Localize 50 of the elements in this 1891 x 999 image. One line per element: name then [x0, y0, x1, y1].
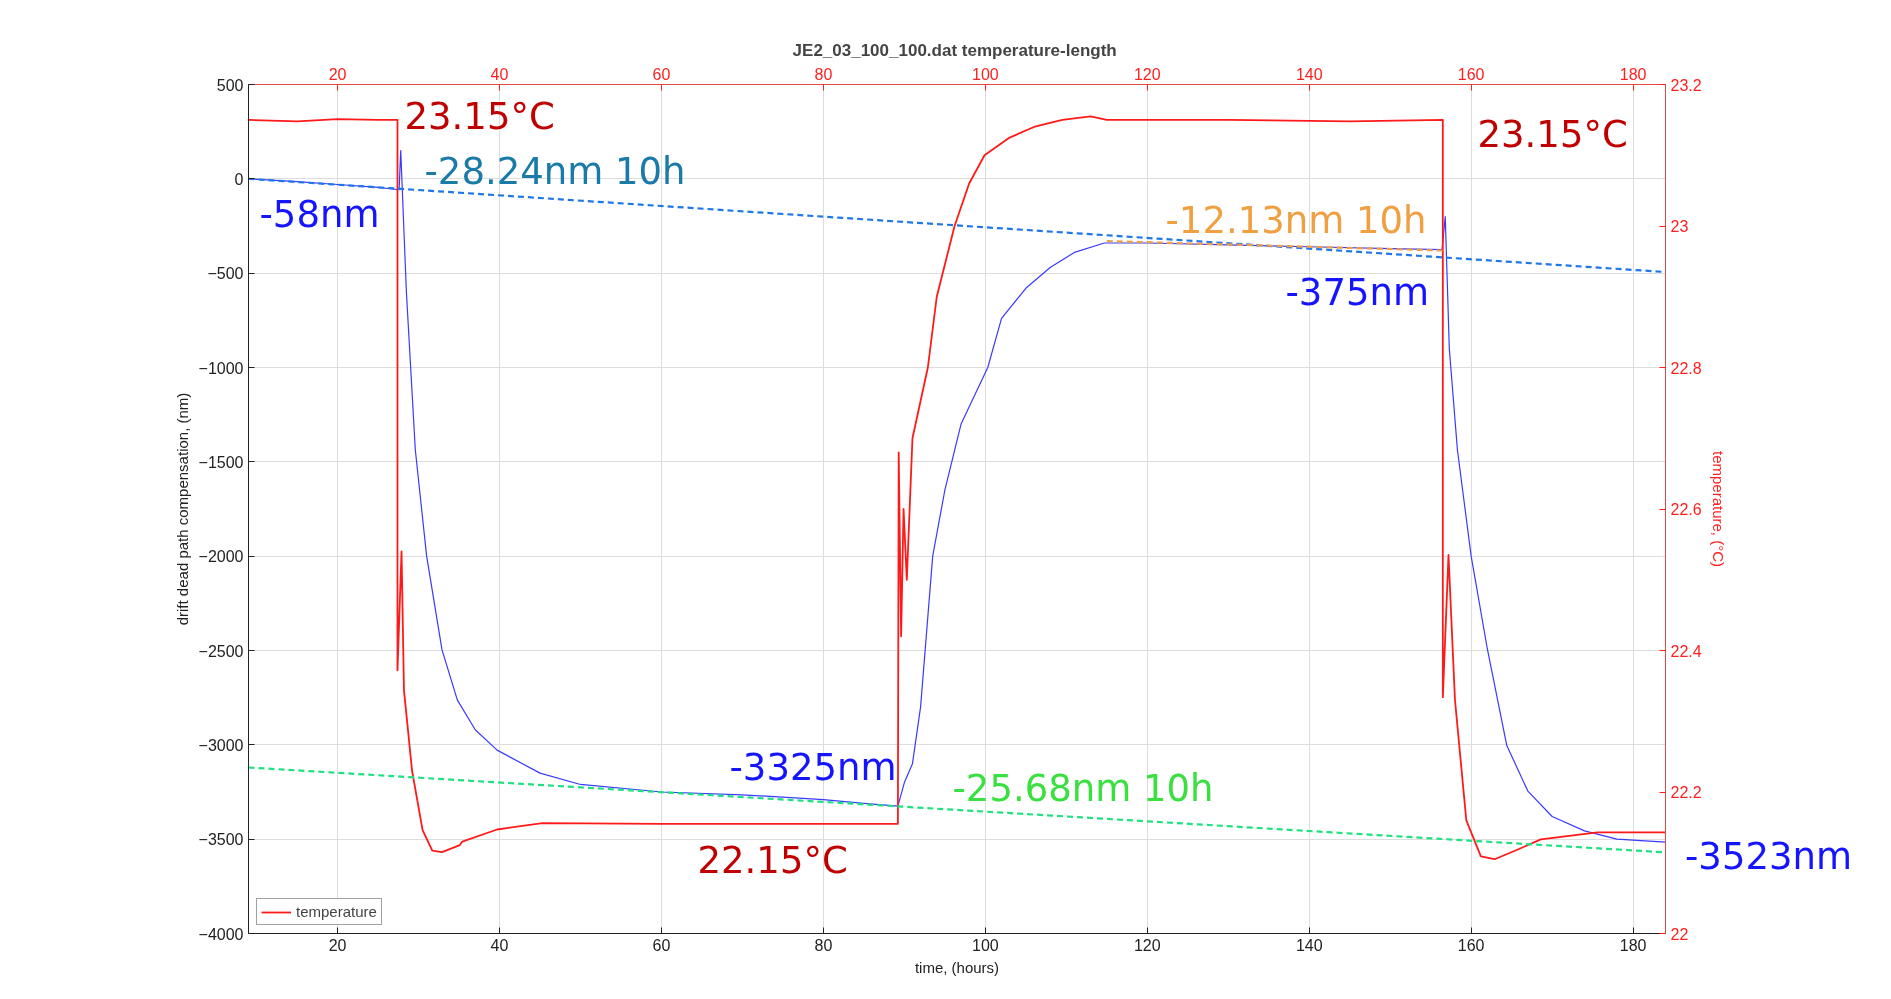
text: -3523nm: [1685, 834, 1853, 880]
x-tick-label: 140: [1295, 65, 1323, 83]
x2-tick-label: 100: [971, 936, 999, 954]
y-tick-label: −2000: [198, 548, 244, 566]
y-tick-label: −3500: [198, 831, 244, 849]
annotation: 23.15°C: [1477, 113, 1628, 156]
y2-tick-label: 23: [1670, 218, 1689, 235]
x2-tick-label: 140: [1295, 936, 1323, 954]
x2-tick-label: 80: [814, 936, 833, 954]
y-tick-label: 500: [216, 76, 244, 94]
x2-tick-label: 40: [490, 936, 509, 954]
annotation: 23.15°C: [404, 95, 555, 138]
x-tick-label: 120: [1133, 65, 1161, 83]
y2-tick-label: 23.2: [1670, 76, 1702, 94]
y-tick-label: 0: [234, 170, 244, 188]
x-tick-label: 180: [1619, 65, 1647, 83]
y-tick-label: −1000: [198, 359, 244, 377]
annotation: -3325nm: [729, 746, 897, 789]
annotation: -375nm: [1285, 271, 1429, 314]
y-tick-label: −500: [207, 265, 244, 283]
y2-tick-label: 22.4: [1670, 642, 1702, 660]
x-axis-title: time, (hours): [914, 958, 1000, 976]
x2-tick-label: 180: [1619, 936, 1647, 954]
y-tick-label: −4000: [198, 925, 244, 943]
x-tick-label: 160: [1457, 65, 1485, 83]
y2-tick-label: 22.8: [1670, 359, 1702, 377]
chart-title: JE2_03_100_100.dat temperature-length: [792, 40, 1117, 60]
annotation: -25.68nm 10h: [952, 767, 1214, 810]
annotation: -28.24nm 10h: [424, 150, 686, 193]
x-tick-label: 20: [328, 65, 347, 83]
x2-tick-label: 60: [652, 936, 671, 954]
annotation: 22.15°C: [697, 839, 848, 882]
x2-tick-label: 20: [328, 936, 347, 954]
x2-tick-label: 160: [1457, 936, 1485, 954]
annotation: -58nm: [259, 193, 380, 236]
y2-tick-label: 22.2: [1670, 784, 1702, 801]
y2-tick-label: 22: [1670, 925, 1689, 943]
x2-tick-label: 120: [1133, 936, 1161, 954]
x-tick-label: 80: [814, 65, 833, 83]
y-tick-label: −2500: [198, 642, 244, 660]
y-tick-label: −3000: [198, 736, 244, 754]
x-tick-label: 40: [490, 65, 509, 83]
annotation: -12.13nm 10h: [1165, 199, 1427, 242]
x-tick-label: 100: [971, 65, 999, 83]
legend-label: temperature: [296, 903, 377, 920]
y-tick-label: −1500: [198, 453, 244, 471]
x-tick-label: 60: [652, 65, 671, 83]
y2-axis-title: temperature, (°C): [1709, 450, 1727, 568]
y-axis-title: drift dead path compensation, (nm): [173, 392, 191, 626]
y2-tick-label: 22.6: [1670, 501, 1702, 518]
